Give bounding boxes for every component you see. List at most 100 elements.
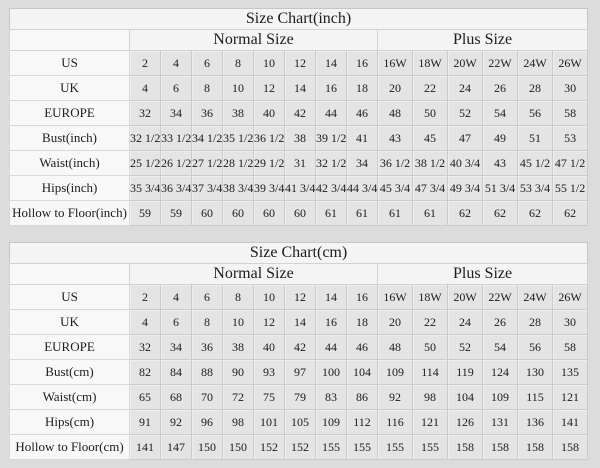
size-cell: 40 3/4 bbox=[447, 150, 483, 176]
size-cell: 18 bbox=[346, 75, 378, 101]
size-cell: 38 3/4 bbox=[222, 175, 254, 201]
table-row: EUROPE 32 34 36 38 40 42 44 46 48 50 52 54 56 58 bbox=[9, 334, 589, 360]
size-cell: 39 3/4 bbox=[253, 175, 285, 201]
size-cell: 36 1/2 bbox=[253, 125, 285, 151]
table-row: Waist(cm) 65 68 70 72 75 79 83 86 92 98 104 109 115 12… bbox=[9, 384, 589, 410]
row-label: Bust(cm) bbox=[9, 359, 130, 385]
size-cell: 44 bbox=[315, 100, 347, 126]
size-cell: 52 bbox=[447, 334, 483, 360]
size-cell: 16 bbox=[346, 50, 378, 76]
size-cell: 22 bbox=[412, 309, 448, 335]
size-group-row: Normal Size Plus Size bbox=[9, 263, 589, 285]
table-row: UK 4 6 8 10 12 14 16 18 20 22 24 26 28 30 bbox=[9, 309, 589, 335]
size-cell: 8 bbox=[222, 284, 254, 310]
size-cell: 31 bbox=[284, 150, 316, 176]
size-cell: 36 1/2 bbox=[377, 150, 413, 176]
row-label: Hips(cm) bbox=[9, 409, 130, 435]
size-cell: 37 3/4 bbox=[191, 175, 223, 201]
size-cell: 26 bbox=[482, 309, 518, 335]
size-cell: 98 bbox=[412, 384, 448, 410]
size-cell: 36 bbox=[191, 334, 223, 360]
size-cell: 116 bbox=[377, 409, 413, 435]
size-cell: 28 1/2 bbox=[222, 150, 254, 176]
size-cell: 53 3/4 bbox=[517, 175, 553, 201]
size-cell: 68 bbox=[160, 384, 192, 410]
size-cell: 32 1/2 bbox=[129, 125, 161, 151]
size-cell: 47 bbox=[447, 125, 483, 151]
size-cell: 141 bbox=[129, 434, 161, 460]
size-cell: 109 bbox=[377, 359, 413, 385]
size-cell: 26W bbox=[551, 50, 589, 76]
size-cell: 56 bbox=[517, 100, 553, 126]
size-cell: 27 1/2 bbox=[191, 150, 223, 176]
size-cell: 86 bbox=[346, 384, 378, 410]
size-cell: 40 bbox=[253, 334, 285, 360]
size-cell: 38 1/2 bbox=[412, 150, 448, 176]
size-cell: 46 bbox=[346, 100, 378, 126]
size-cell: 147 bbox=[160, 434, 192, 460]
size-cell: 6 bbox=[160, 75, 192, 101]
size-cell: 34 1/2 bbox=[191, 125, 223, 151]
corner-cell bbox=[9, 29, 130, 51]
size-cell: 4 bbox=[160, 50, 192, 76]
size-cell: 48 bbox=[377, 100, 413, 126]
size-cell: 4 bbox=[129, 75, 161, 101]
table-row: Bust(cm) 82 84 88 90 93 97 100 104 109 114 119 124 13… bbox=[9, 359, 589, 385]
size-cell: 34 bbox=[160, 334, 192, 360]
size-cell: 61 bbox=[315, 200, 347, 226]
size-cell: 152 bbox=[253, 434, 285, 460]
size-cell: 2 bbox=[129, 50, 161, 76]
size-cell: 4 bbox=[160, 284, 192, 310]
size-cell: 22 bbox=[412, 75, 448, 101]
size-cell: 79 bbox=[284, 384, 316, 410]
row-label: Waist(cm) bbox=[9, 384, 130, 410]
size-cell: 121 bbox=[412, 409, 448, 435]
size-group-row: Normal Size Plus Size bbox=[9, 29, 589, 51]
size-cell: 51 3/4 bbox=[482, 175, 518, 201]
size-cell: 59 bbox=[129, 200, 161, 226]
size-cell: 60 bbox=[222, 200, 254, 226]
size-cell: 61 bbox=[377, 200, 413, 226]
size-cell: 109 bbox=[482, 384, 518, 410]
size-cell: 155 bbox=[346, 434, 378, 460]
row-label: US bbox=[9, 50, 130, 76]
size-cell: 75 bbox=[253, 384, 285, 410]
size-cell: 8 bbox=[191, 75, 223, 101]
table-title-inch: Size Chart(inch) bbox=[9, 8, 588, 30]
size-cell: 14 bbox=[315, 284, 347, 310]
size-cell: 35 1/2 bbox=[222, 125, 254, 151]
size-cell: 41 bbox=[346, 125, 378, 151]
row-label: Bust(inch) bbox=[9, 125, 130, 151]
row-label: Hollow to Floor(cm) bbox=[9, 434, 130, 460]
size-cell: 131 bbox=[482, 409, 518, 435]
size-cell: 6 bbox=[191, 50, 223, 76]
size-cell: 50 bbox=[412, 100, 448, 126]
size-cell: 72 bbox=[222, 384, 254, 410]
size-cell: 141 bbox=[551, 409, 589, 435]
size-cell: 36 3/4 bbox=[160, 175, 192, 201]
size-cell: 155 bbox=[315, 434, 347, 460]
size-cell: 47 1/2 bbox=[551, 150, 589, 176]
size-cell: 83 bbox=[315, 384, 347, 410]
size-cell: 45 bbox=[412, 125, 448, 151]
size-cell: 42 bbox=[284, 334, 316, 360]
inch-table-body: US 2 4 6 8 10 12 14 16 16W 18W 20W 22W 24W 26W UK 4 6 8 10 1… bbox=[9, 50, 589, 226]
size-cell: 32 bbox=[129, 100, 161, 126]
size-cell: 38 bbox=[222, 100, 254, 126]
size-cell: 26 bbox=[482, 75, 518, 101]
size-cell: 62 bbox=[517, 200, 553, 226]
size-cell: 6 bbox=[191, 284, 223, 310]
size-cell: 10 bbox=[253, 284, 285, 310]
size-cell: 158 bbox=[517, 434, 553, 460]
size-cell: 18W bbox=[412, 50, 448, 76]
size-cell: 60 bbox=[284, 200, 316, 226]
table-title-row: Size Chart(inch) bbox=[9, 8, 588, 30]
size-cell: 12 bbox=[284, 284, 316, 310]
row-label: EUROPE bbox=[9, 334, 130, 360]
table-row: UK 4 6 8 10 12 14 16 18 20 22 24 26 28 30 bbox=[9, 75, 589, 101]
size-cell: 14 bbox=[284, 309, 316, 335]
size-cell: 158 bbox=[447, 434, 483, 460]
size-cell: 10 bbox=[253, 50, 285, 76]
size-cell: 8 bbox=[222, 50, 254, 76]
size-cell: 12 bbox=[284, 50, 316, 76]
